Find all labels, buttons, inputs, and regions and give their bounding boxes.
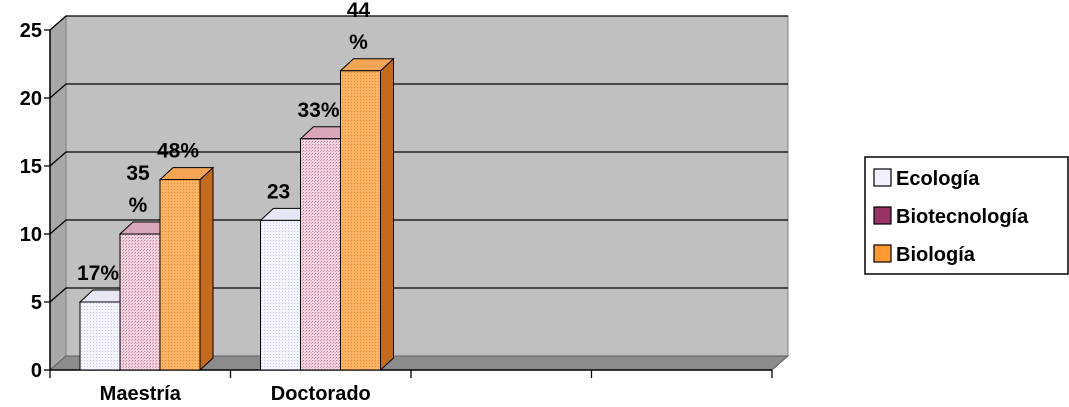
bar (119, 233, 161, 371)
data-label: 35% (126, 162, 150, 217)
data-label: 17% (77, 262, 119, 285)
legend-entry-label: Biotecnología (896, 206, 1029, 228)
legend-entry-label: Biología (896, 244, 976, 266)
legend-swatch (873, 244, 892, 263)
bar (159, 179, 201, 371)
gridline (49, 83, 788, 99)
bar-side-face (380, 57, 394, 372)
x-category-label: Maestría (100, 383, 182, 405)
plot-area: 0 5 10 15 20 25 Maestría 17% 35 % 48% Doctorado 23 33… (20, 0, 790, 405)
gridline (49, 15, 788, 31)
gridline (49, 151, 788, 167)
legend-swatch (873, 168, 892, 187)
y-tick-label: 10 (20, 224, 42, 246)
legend-swatch (873, 206, 892, 225)
chart-side-wall (49, 14, 67, 372)
y-tick-label: 0 (31, 360, 42, 382)
data-label: 33% (297, 99, 339, 122)
data-label: 48% (157, 140, 199, 163)
y-tick-label: 15 (20, 156, 42, 178)
y-tick-label: 25 (20, 20, 42, 42)
gridline (49, 219, 788, 235)
bar (79, 301, 121, 371)
y-tick-label: 5 (31, 292, 42, 314)
bar (340, 70, 381, 371)
bar (300, 138, 341, 371)
legend-entry-label: Ecología (896, 168, 980, 190)
gridline (49, 287, 788, 303)
legend-box (864, 156, 1069, 275)
bar (260, 219, 301, 371)
bar-side-face (199, 166, 214, 372)
legend: Ecología Biotecnología Biología (864, 156, 1069, 275)
y-tick-label: 20 (20, 88, 42, 110)
data-label: 23 (267, 180, 290, 203)
data-label: 44% (347, 0, 371, 54)
x-category-label: Doctorado (271, 383, 371, 405)
